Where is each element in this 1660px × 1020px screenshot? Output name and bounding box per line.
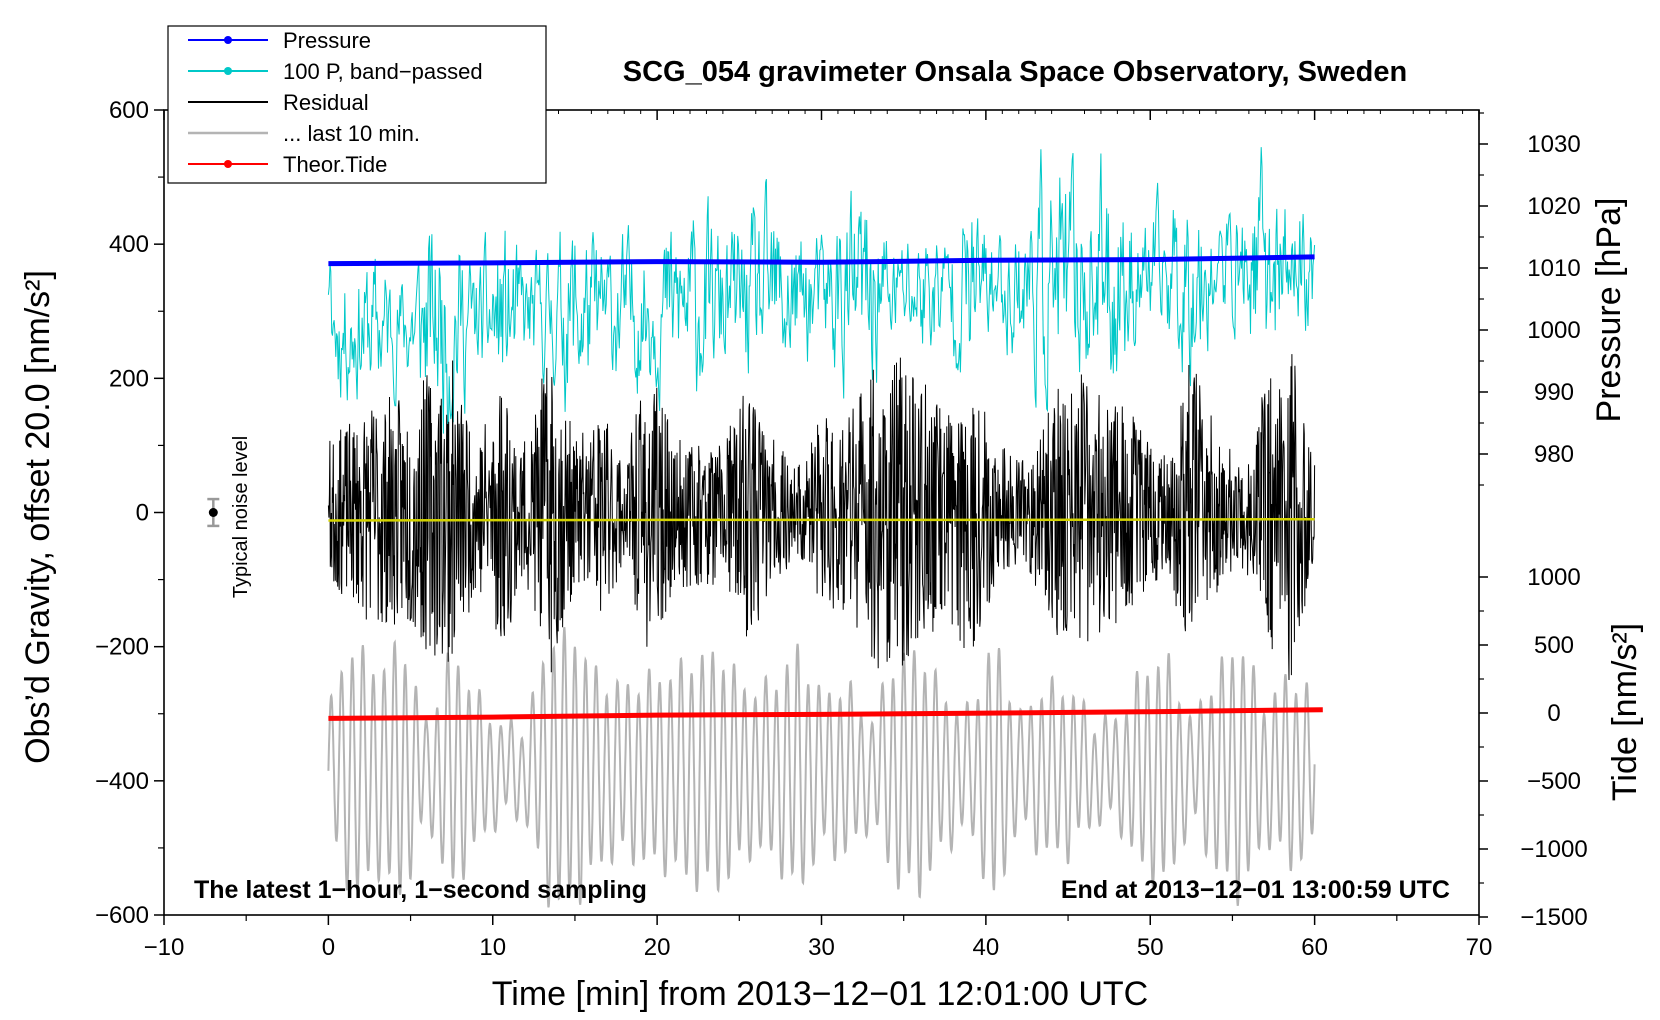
tide-tick-label: 0	[1547, 700, 1560, 727]
legend-label: Pressure	[283, 28, 371, 53]
y-axis-title-tide: Tide [nm/s²]	[1606, 623, 1644, 801]
noise-label: Typical noise level	[230, 436, 252, 598]
legend-label: ... last 10 min.	[283, 121, 420, 146]
noise-indicator: Typical noise level	[207, 436, 252, 598]
legend-marker	[224, 160, 232, 168]
tide-tick-label: 500	[1534, 632, 1574, 659]
legend: Pressure 100 P, band−passed Residual ... la…	[167, 25, 547, 184]
tide-tick-label: 1000	[1527, 564, 1580, 591]
x-tick-label: 0	[322, 934, 335, 961]
x-tick-label: 50	[1137, 934, 1164, 961]
legend-marker	[224, 67, 232, 75]
series-pressure	[328, 254, 1315, 267]
y-axis-title-left: Obs’d Gravity, offset 20.0 [nm/s²]	[19, 270, 57, 764]
noise-dot	[208, 508, 218, 517]
series-last-10-min	[327, 626, 1316, 908]
tide-tick-label: −500	[1527, 768, 1581, 795]
legend-label: Residual	[283, 90, 369, 115]
legend-marker	[224, 36, 232, 44]
y-tick-label: −400	[95, 768, 149, 795]
data-traces	[327, 147, 1323, 908]
x-tick-label: 60	[1301, 934, 1328, 961]
legend-label: 100 P, band−passed	[283, 59, 483, 84]
y-axis-title-pressure: Pressure [hPa]	[1590, 198, 1628, 423]
x-axis-title: Time [min] from 2013−12−01 12:01:00 UTC	[492, 975, 1148, 1013]
series-residual-mean	[328, 517, 1315, 522]
x-tick-label: 30	[808, 934, 835, 961]
y-tick-label: 400	[109, 231, 149, 258]
y-tick-label: 200	[109, 365, 149, 392]
note-sampling: The latest 1−hour, 1−second sampling	[194, 876, 647, 904]
chart-title: SCG_054 gravimeter Onsala Space Observat…	[623, 56, 1407, 88]
x-tick-label: 10	[479, 934, 506, 961]
pressure-tick-label: 1010	[1527, 255, 1580, 282]
series-residual	[327, 354, 1316, 681]
x-tick-label: 40	[973, 934, 1000, 961]
y-tick-label: 0	[136, 500, 149, 527]
pressure-tick-label: 990	[1534, 379, 1574, 406]
pressure-tick-label: 1020	[1527, 193, 1580, 220]
y-tick-label: 600	[109, 97, 149, 124]
legend-box	[167, 25, 547, 184]
y-tick-label: −200	[95, 634, 149, 661]
pressure-tick-label: 1000	[1527, 317, 1580, 344]
note-end-time: End at 2013−12−01 13:00:59 UTC	[1061, 876, 1450, 904]
axis-ticks	[154, 109, 1488, 925]
x-tick-label: 20	[644, 934, 671, 961]
tide-tick-label: −1000	[1520, 836, 1587, 863]
pressure-tick-label: 1030	[1527, 131, 1580, 158]
pressure-tick-label: 980	[1534, 441, 1574, 468]
legend-label: Theor.Tide	[283, 152, 387, 177]
x-tick-label: −10	[144, 934, 185, 961]
x-tick-label: 70	[1466, 934, 1493, 961]
tide-tick-label: −1500	[1520, 904, 1587, 931]
tick-labels: −10 0 10 20 30 40 50 60 706004002000−200−400−600…	[95, 97, 1588, 961]
series-band-passed-pressure	[327, 147, 1316, 436]
series-theoretical-tide	[328, 707, 1323, 721]
y-tick-label: −600	[95, 902, 149, 929]
